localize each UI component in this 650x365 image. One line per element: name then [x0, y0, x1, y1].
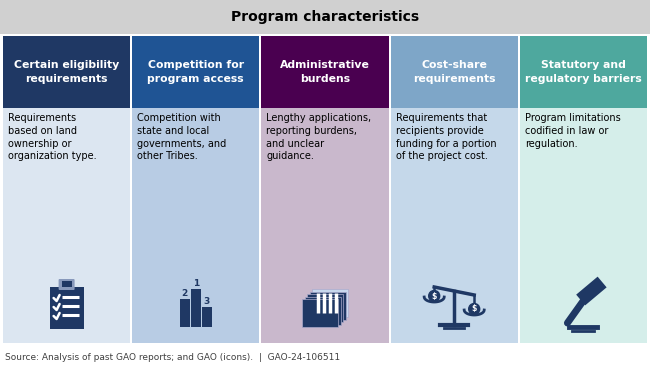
FancyBboxPatch shape — [307, 294, 343, 322]
Text: Requirements that
recipients provide
funding for a portion
of the project cost.: Requirements that recipients provide fun… — [396, 113, 496, 161]
Bar — [520, 108, 647, 343]
Bar — [520, 36, 647, 108]
Polygon shape — [576, 277, 606, 306]
Bar — [391, 108, 518, 343]
FancyBboxPatch shape — [302, 299, 338, 327]
Bar — [391, 36, 518, 108]
Text: Requirements
based on land
ownership or
organization type.: Requirements based on land ownership or … — [8, 113, 97, 161]
Text: Certain eligibility
requirements: Certain eligibility requirements — [14, 60, 119, 84]
Bar — [3, 36, 130, 108]
Text: Cost-share
requirements: Cost-share requirements — [413, 60, 495, 84]
Bar — [0, 0, 650, 34]
Circle shape — [429, 291, 439, 301]
Text: Competition for
program access: Competition for program access — [148, 60, 244, 84]
Text: $: $ — [471, 304, 477, 314]
Text: Statutory and
regulatory barriers: Statutory and regulatory barriers — [525, 60, 642, 84]
Text: 2: 2 — [181, 288, 188, 297]
Bar — [191, 289, 201, 327]
Text: Administrative
burdens: Administrative burdens — [280, 60, 370, 84]
Text: Source: Analysis of past GAO reports; and GAO (icons).  |  GAO-24-106511: Source: Analysis of past GAO reports; an… — [5, 353, 340, 361]
Bar — [180, 299, 190, 327]
Bar — [261, 108, 389, 343]
Text: Competition with
state and local
governments, and
other Tribes.: Competition with state and local governm… — [137, 113, 226, 161]
Bar — [202, 307, 212, 327]
Text: Program characteristics: Program characteristics — [231, 10, 419, 24]
FancyBboxPatch shape — [49, 287, 84, 329]
FancyBboxPatch shape — [304, 296, 341, 324]
Bar — [132, 36, 259, 108]
FancyBboxPatch shape — [62, 281, 72, 287]
FancyBboxPatch shape — [309, 292, 346, 319]
Bar — [132, 108, 259, 343]
Text: 1: 1 — [192, 278, 199, 288]
Text: $: $ — [432, 292, 437, 300]
FancyBboxPatch shape — [312, 289, 348, 317]
Text: 3: 3 — [203, 296, 210, 306]
Circle shape — [469, 304, 480, 315]
Bar — [3, 108, 130, 343]
Text: Lengthy applications,
reporting burdens,
and unclear
guidance.: Lengthy applications, reporting burdens,… — [266, 113, 372, 161]
FancyBboxPatch shape — [58, 279, 75, 290]
Bar — [261, 36, 389, 108]
Text: Program limitations
codified in law or
regulation.: Program limitations codified in law or r… — [525, 113, 621, 149]
